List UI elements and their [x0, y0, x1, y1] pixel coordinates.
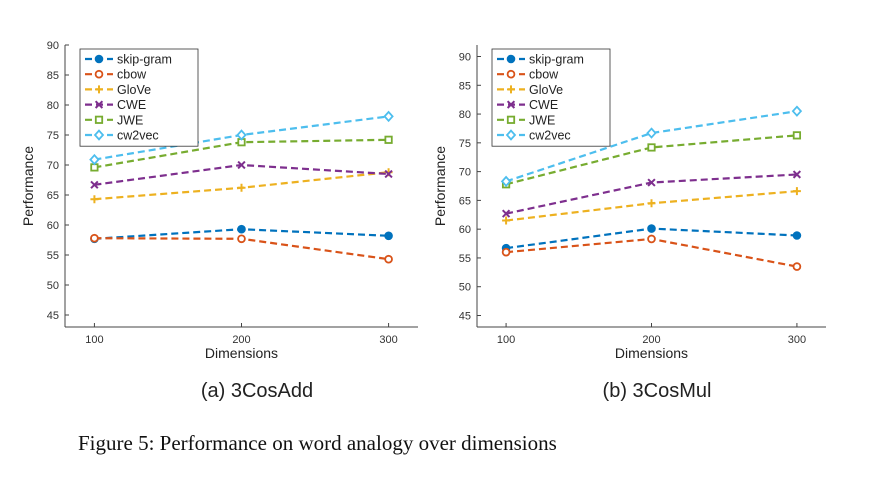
x-tick-label: 100	[497, 334, 515, 346]
legend-marker-cw2vec	[93, 129, 105, 141]
data-point-jwe	[792, 131, 802, 140]
legend-marker-skip-gram	[506, 54, 516, 64]
data-point-cwe	[384, 169, 393, 179]
y-tick-label: 90	[47, 40, 59, 52]
y-tick-label: 70	[459, 167, 471, 179]
data-point-cbow	[501, 247, 511, 257]
series-line-cwe	[94, 163, 389, 186]
y-axis-label: Performance	[20, 146, 36, 226]
x-tick-label: 100	[85, 334, 103, 346]
series-line-jwe	[505, 134, 798, 186]
data-point-cw2vec	[500, 175, 512, 188]
chart-panel-3cosadd: 45 50 55 60 65 70 75 80 85 90 100 200 300 Dimensions P…	[20, 40, 418, 361]
y-tick-label: 70	[47, 160, 59, 172]
legend-marker-jwe	[94, 115, 104, 124]
y-tick-label: 80	[459, 109, 471, 121]
y-tick-label: 85	[459, 80, 471, 92]
y-tick-label: 50	[47, 280, 59, 292]
legend-marker-glove	[507, 85, 515, 94]
legend-marker-cw2vec	[505, 129, 517, 141]
legend-marker-jwe	[506, 115, 516, 124]
data-point-glove	[502, 216, 511, 225]
y-tick-label: 80	[47, 100, 59, 112]
figure-caption: Figure 5: Performance on word analogy ov…	[78, 431, 557, 455]
legend-marker-cwe	[506, 100, 516, 109]
legend-marker-cwe	[94, 100, 104, 109]
legend-label-jwe: JWE	[529, 113, 555, 127]
subcaption-a: (a) 3CosAdd	[201, 380, 313, 402]
data-point-cbow	[237, 234, 246, 244]
legend-label-glove: GloVe	[529, 83, 563, 97]
x-tick-label: 200	[232, 334, 250, 346]
y-tick-label: 45	[459, 310, 471, 322]
legend-label-cwe: CWE	[117, 98, 146, 112]
data-point-skip-gram	[792, 231, 802, 240]
subcaption-b: (b) 3CosMul	[603, 380, 712, 402]
y-tick-label: 50	[459, 282, 471, 294]
y-tick-label: 90	[459, 52, 471, 64]
x-tick-label: 300	[379, 334, 397, 346]
legend-marker-skip-gram	[94, 54, 104, 64]
y-tick-label: 85	[47, 70, 59, 82]
x-tick-label: 300	[788, 334, 806, 346]
data-point-cw2vec	[236, 129, 247, 141]
legend-marker-cbow	[94, 69, 104, 79]
data-point-jwe	[647, 143, 656, 152]
data-point-jwe	[384, 135, 393, 144]
data-point-glove	[792, 187, 801, 196]
data-point-glove	[90, 195, 99, 204]
y-axis-label: Performance	[432, 146, 448, 226]
data-point-skip-gram	[647, 224, 656, 233]
y-tick-label: 65	[47, 190, 59, 202]
y-tick-label: 75	[459, 138, 471, 150]
data-point-cwe	[501, 209, 511, 218]
data-point-cwe	[647, 178, 656, 187]
data-point-cw2vec	[646, 127, 657, 139]
data-point-glove	[237, 183, 246, 192]
y-tick-label: 75	[47, 130, 59, 142]
data-point-skip-gram	[384, 231, 393, 241]
data-point-cbow	[384, 254, 393, 264]
legend-label-cbow: cbow	[117, 68, 147, 82]
data-point-cwe	[792, 170, 802, 179]
data-point-cwe	[237, 160, 246, 170]
x-axis-label: Dimensions	[615, 345, 688, 361]
legend-marker-glove	[95, 85, 103, 94]
data-point-cbow	[90, 233, 99, 243]
legend-label-glove: GloVe	[117, 83, 151, 97]
y-tick-label: 45	[47, 310, 59, 322]
legend-marker-cbow	[506, 69, 516, 79]
data-point-cbow	[647, 234, 656, 244]
chart-panel-3cosmul: 45 50 55 60 65 70 75 80 85 90 100 200 300 Dimensions P…	[432, 45, 826, 361]
legend-label-jwe: JWE	[117, 113, 143, 127]
data-point-cw2vec	[791, 105, 803, 117]
y-tick-label: 55	[47, 250, 59, 262]
y-tick-label: 55	[459, 253, 471, 265]
legend-label-cbow: cbow	[529, 68, 559, 82]
data-point-cw2vec	[383, 110, 394, 123]
y-tick-label: 60	[47, 220, 59, 232]
legend-label-cw2vec: cw2vec	[529, 129, 571, 143]
y-tick-label: 65	[459, 195, 471, 207]
x-tick-label: 200	[642, 334, 660, 346]
legend-label-cwe: CWE	[529, 98, 558, 112]
data-point-cbow	[792, 262, 802, 271]
x-axis-label: Dimensions	[205, 345, 278, 361]
y-tick-label: 60	[459, 224, 471, 236]
data-point-glove	[647, 199, 656, 208]
legend-label-cw2vec: cw2vec	[117, 129, 159, 143]
data-point-skip-gram	[237, 224, 246, 234]
legend-label-skip-gram: skip-gram	[117, 53, 172, 67]
data-point-cw2vec	[89, 153, 100, 166]
data-point-cwe	[90, 180, 99, 189]
legend-label-skip-gram: skip-gram	[529, 53, 584, 67]
